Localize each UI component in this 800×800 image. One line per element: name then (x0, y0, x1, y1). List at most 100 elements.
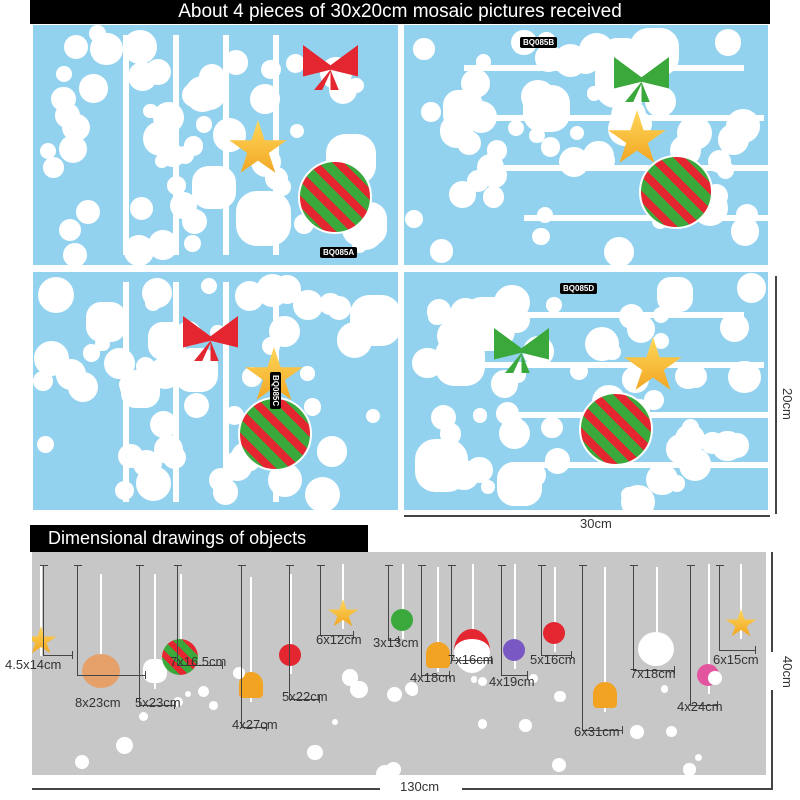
snow-dot (466, 456, 493, 484)
dimension-label: 7x16cm (448, 652, 494, 667)
sticker-rod (524, 462, 768, 468)
dimension-label: 6x31cm (574, 724, 620, 739)
snow-dot (285, 54, 305, 74)
overall-height-line (771, 552, 773, 652)
snow-dot (666, 725, 678, 737)
snowflake-sticker (192, 165, 236, 209)
snow-dot (519, 719, 532, 732)
snow-dot (183, 392, 209, 418)
ball-ornament (162, 639, 198, 675)
ornament-ball (639, 155, 713, 229)
snow-dot (33, 371, 54, 392)
snow-dot (139, 712, 149, 722)
snow-dot (544, 448, 570, 474)
snow-dot (504, 413, 523, 431)
snow-dot (40, 143, 56, 159)
dimension-label: 5x23cm (135, 695, 181, 710)
snow-dot (116, 736, 134, 754)
snow-dot (307, 744, 324, 761)
hanging-string (656, 567, 658, 662)
snow-dot (546, 297, 562, 313)
dimension-label: 4x19cm (489, 674, 535, 689)
overall-height-label: 40cm (780, 656, 795, 688)
snow-dot (272, 275, 302, 304)
snow-dot (644, 85, 677, 118)
dimension-bracket (630, 565, 675, 674)
snow-dot (728, 360, 761, 394)
dimension-label: 4x24cm (677, 699, 723, 714)
snow-dot (261, 59, 281, 79)
snow-dot (387, 687, 403, 703)
snowman-ornament (638, 632, 674, 666)
snow-dot (365, 408, 380, 424)
snow-dot (630, 725, 644, 739)
snow-dot (195, 116, 212, 133)
hanging-string (402, 564, 404, 639)
snow-dot (716, 161, 735, 179)
snow-dot (88, 25, 106, 43)
hanging-string (514, 564, 516, 669)
snow-dot (63, 242, 88, 265)
sticker-sheet-b: BQ085B (404, 25, 768, 265)
sheet-code: BQ085D (560, 283, 598, 294)
snow-dot (724, 433, 749, 458)
snow-dot (233, 666, 246, 679)
snow-dot (332, 718, 339, 725)
snowflake-sticker (148, 322, 187, 361)
snow-dot (668, 475, 686, 492)
snowflake-sticker (657, 276, 693, 313)
hanging-string (740, 564, 742, 639)
snow-dot (477, 719, 488, 729)
dimension-label: 6x12cm (316, 632, 362, 647)
dimension-label: 5x16cm (530, 652, 576, 667)
snow-dot (643, 389, 664, 411)
hanging-string (154, 574, 156, 689)
snow-dot (318, 292, 342, 316)
snow-dot (185, 690, 192, 697)
sticker-rod (223, 282, 229, 502)
snow-dot (475, 54, 492, 71)
dimension-bracket (238, 565, 267, 731)
snow-dot (133, 450, 160, 477)
snow-dot (457, 131, 482, 156)
snow-dot (683, 763, 696, 775)
snowflake-sticker (86, 301, 127, 342)
snow-dot (666, 434, 697, 464)
overall-height-line (771, 690, 773, 790)
sticker-sheet-c: BQ085C (33, 272, 398, 510)
snow-dot (620, 484, 656, 510)
snow-dot (604, 237, 634, 265)
dimension-bracket (498, 565, 528, 679)
ball-ornament (391, 609, 413, 631)
dimension-bracket (687, 565, 718, 709)
hanging-string (437, 567, 439, 672)
dimension-bracket (448, 565, 492, 664)
hanging-string (708, 564, 710, 694)
snow-dot (443, 311, 461, 329)
snow-dot (290, 124, 305, 139)
snow-dot (448, 180, 476, 208)
hanging-string (554, 567, 556, 652)
snow-dot (235, 281, 265, 311)
snow-dot (197, 685, 210, 698)
snow-dot (303, 398, 322, 416)
sheet-code: BQ085A (320, 247, 358, 258)
dimension-bracket (317, 565, 354, 639)
hanging-string (290, 574, 292, 674)
snow-dot (43, 157, 64, 178)
snow-dot (532, 227, 550, 246)
snow-dot (201, 278, 218, 295)
hanging-string (604, 567, 606, 712)
snow-dot (569, 125, 584, 140)
snow-dot (141, 278, 172, 309)
reindeer-ornament (82, 654, 120, 688)
snow-dot (529, 674, 539, 684)
snow-dot (63, 35, 88, 60)
sticker-rod (504, 165, 768, 171)
snow-dot (223, 50, 249, 76)
snow-dot (262, 337, 280, 355)
snow-dot (33, 341, 69, 377)
snow-dot (536, 206, 554, 224)
snow-dot (75, 199, 100, 224)
dimension-bracket (136, 565, 175, 709)
